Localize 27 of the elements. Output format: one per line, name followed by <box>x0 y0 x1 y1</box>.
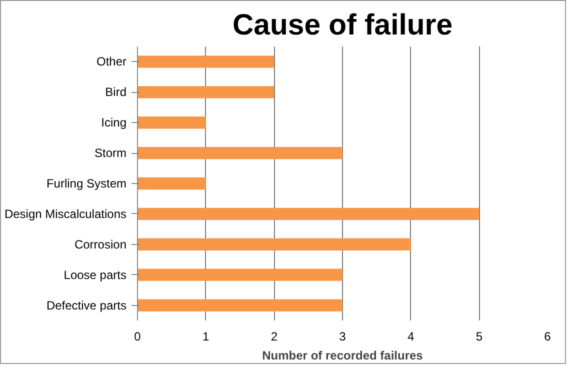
bar <box>138 299 342 312</box>
x-tick-label: 6 <box>544 330 552 344</box>
x-tick-label: 2 <box>270 330 278 344</box>
x-tick-label: 1 <box>202 330 210 344</box>
y-tick-label: Icing <box>101 116 127 130</box>
bar <box>138 56 274 68</box>
bar <box>138 86 274 98</box>
y-tick-label: Furling System <box>46 176 127 190</box>
bar <box>138 116 206 129</box>
y-tick-label: Defective parts <box>46 298 127 312</box>
x-tick-label: 5 <box>476 330 483 344</box>
y-tick-label: Loose parts <box>64 268 127 282</box>
y-tick-label: Design Miscalculations <box>4 206 127 221</box>
x-axis-title: Number of recorded failures <box>262 348 424 362</box>
x-tick-label: 4 <box>407 330 414 344</box>
y-tick-label: Bird <box>105 85 127 100</box>
bar <box>138 177 206 190</box>
bar <box>138 146 342 160</box>
y-tick-label: Storm <box>94 146 127 160</box>
y-tick-label: Corrosion <box>74 237 127 252</box>
chart-title: Cause of failure <box>232 8 453 42</box>
bar <box>138 238 411 250</box>
x-tick-label: 0 <box>134 330 142 344</box>
x-tick-label: 3 <box>339 330 346 344</box>
bar <box>138 268 342 281</box>
bar <box>138 208 480 220</box>
y-tick-label: Other <box>96 54 127 69</box>
